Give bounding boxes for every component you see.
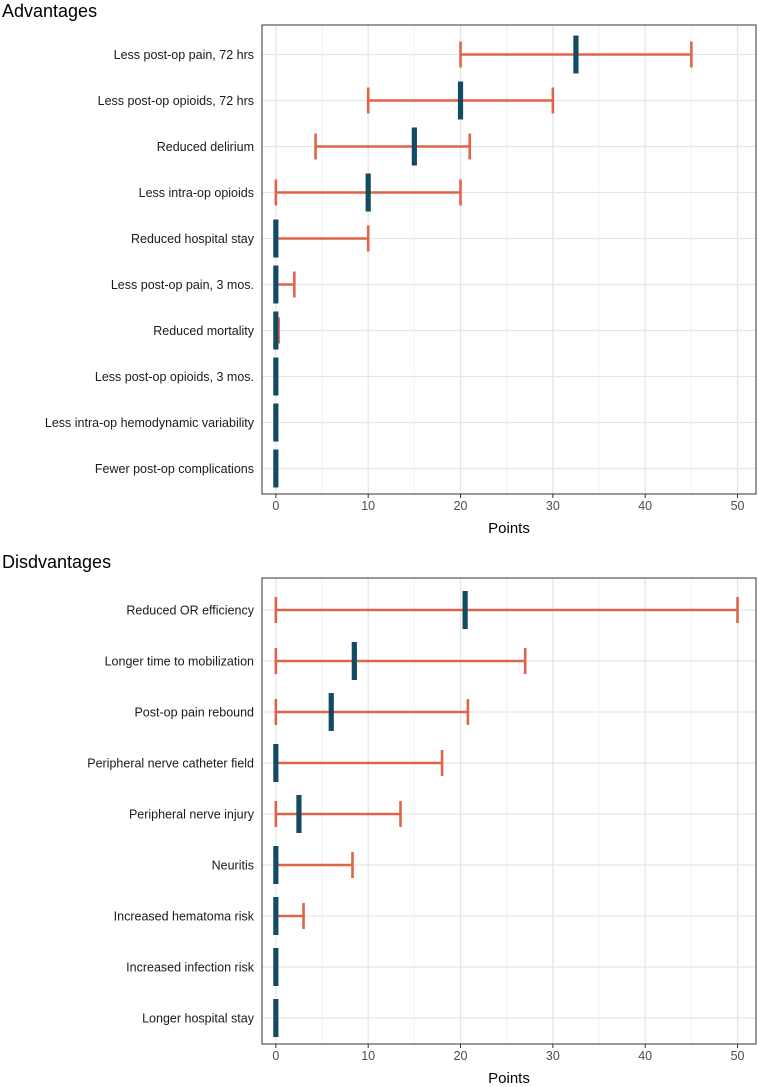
plot-background [262, 25, 756, 494]
point-estimate-mark [273, 999, 279, 1037]
interval-bar [314, 133, 472, 160]
category-label: Less post-op pain, 3 mos. [111, 278, 254, 292]
category-label: Longer time to mobilization [105, 655, 254, 669]
category-label: Peripheral nerve catheter field [87, 757, 254, 771]
point-estimate-mark [365, 173, 371, 212]
point-estimate-mark [411, 127, 417, 166]
panel-title: Advantages [2, 1, 97, 21]
x-tick-label: 40 [638, 499, 652, 513]
x-tick-label: 50 [731, 1049, 745, 1063]
point-estimate-mark [273, 897, 279, 935]
point-estimate-mark [273, 265, 279, 304]
category-label: Reduced hospital stay [131, 232, 255, 246]
x-tick-label: 20 [454, 1049, 468, 1063]
plot-frame [261, 24, 757, 495]
category-label: Less intra-op hemodynamic variability [45, 416, 255, 430]
point-estimate-mark [457, 81, 464, 120]
category-label: Longer hospital stay [142, 1012, 255, 1026]
point-estimate-mark [273, 403, 279, 442]
x-tick-label: 30 [546, 1049, 560, 1063]
category-label: Reduced OR efficiency [126, 604, 254, 618]
point-estimate-mark [296, 795, 302, 833]
panel-title: Disdvantages [2, 552, 111, 572]
category-label: Increased infection risk [126, 961, 255, 975]
interval-bar [274, 648, 527, 674]
category-label: Reduced mortality [153, 324, 254, 338]
point-estimate-mark [273, 744, 279, 782]
chart-panel-1: Advantages Less post-op pain, 72 hrs Less … [2, 1, 757, 537]
point-estimate-mark [462, 591, 468, 629]
category-label: Less intra-op opioids [139, 186, 254, 200]
interval-bar [274, 597, 739, 623]
plot-background [262, 578, 756, 1044]
point-estimate-mark [273, 449, 279, 488]
category-label: Reduced delirium [157, 140, 254, 154]
x-tick-label: 0 [272, 499, 279, 513]
point-estimate-mark [273, 311, 279, 350]
category-label: Post-op pain rebound [134, 706, 254, 720]
category-label: Less post-op pain, 72 hrs [114, 48, 254, 62]
x-tick-label: 40 [638, 1049, 652, 1063]
point-estimate-mark [273, 357, 279, 396]
x-tick-label: 50 [731, 499, 745, 513]
chart-panel-2: Disdvantages Reduced OR efficiency Longer … [2, 552, 757, 1087]
point-estimate-mark [351, 642, 357, 680]
category-label: Less post-op opioids, 3 mos. [95, 370, 254, 384]
x-tick-label: 20 [454, 499, 468, 513]
point-estimate-mark [273, 219, 279, 258]
x-tick-label: 10 [361, 1049, 375, 1063]
x-tick-label: 10 [361, 499, 375, 513]
point-estimate-mark [273, 846, 279, 884]
interval-bar [274, 699, 470, 725]
category-label: Less post-op opioids, 72 hrs [98, 94, 254, 108]
point-estimate-mark [573, 35, 579, 74]
x-axis-title: Points [488, 520, 530, 537]
point-estimate-mark [273, 948, 279, 986]
category-label: Fewer post-op complications [95, 462, 254, 476]
x-axis-title: Points [488, 1070, 530, 1087]
category-label: Peripheral nerve injury [129, 808, 255, 822]
category-label: Neuritis [212, 859, 254, 873]
point-estimate-mark [328, 693, 334, 731]
plot-frame [261, 577, 757, 1045]
category-label: Increased hematoma risk [114, 910, 255, 924]
x-tick-label: 0 [272, 1049, 279, 1063]
x-tick-label: 30 [546, 499, 560, 513]
